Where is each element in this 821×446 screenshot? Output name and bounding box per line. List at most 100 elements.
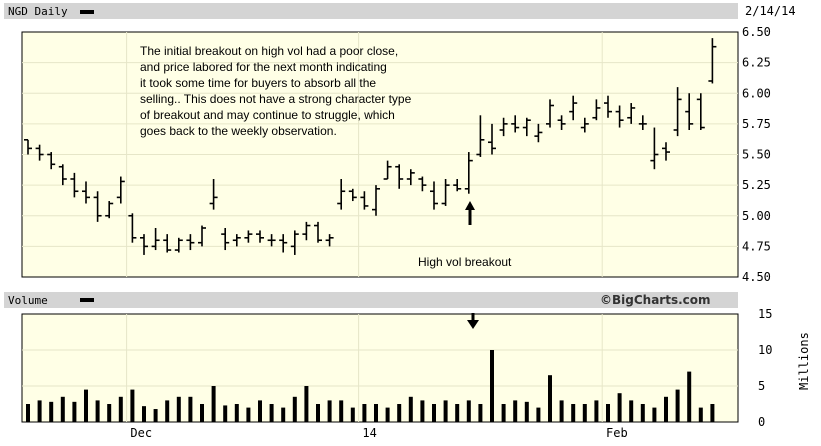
annotation-line: of breakout and may continue to struggle… — [140, 108, 395, 122]
ohlc-bar — [615, 105, 624, 128]
price-tick-label: 5.50 — [742, 148, 771, 162]
ohlc-bar — [383, 160, 392, 180]
volume-bar — [165, 400, 170, 422]
volume-bar — [269, 404, 274, 422]
volume-bar — [84, 389, 88, 422]
ohlc-bar — [557, 115, 566, 130]
volume-bar — [571, 404, 576, 422]
ohlc-bar — [360, 191, 369, 210]
price-tick-label: 5.75 — [742, 117, 771, 131]
price-tick-label: 5.25 — [742, 178, 771, 192]
volume-bar — [501, 404, 506, 422]
annotation-text: The initial breakout on high vol had a p… — [140, 44, 412, 138]
volume-bar — [640, 404, 645, 422]
price-tick-label: 6.00 — [742, 86, 771, 100]
volume-bar — [304, 386, 309, 422]
volume-bar — [466, 400, 471, 422]
volume-bar — [536, 407, 541, 422]
volume-bar — [339, 400, 344, 422]
breakout-down-arrow-icon — [467, 313, 479, 329]
ohlc-bar — [93, 191, 102, 222]
x-tick-label: 14 — [362, 426, 376, 440]
ohlc-bar — [604, 95, 612, 118]
ohlc-bar — [314, 221, 322, 243]
ohlc-bar — [163, 234, 172, 253]
volume-header-strip — [4, 292, 738, 308]
annotation-line: goes back to the weekly observation. — [140, 124, 337, 138]
ohlc-bar — [198, 225, 206, 247]
ohlc-bar — [708, 38, 717, 84]
volume-bar — [246, 407, 251, 422]
ohlc-bar — [685, 93, 694, 130]
ohlc-bar — [441, 179, 450, 206]
volume-bar — [200, 404, 204, 422]
ohlc-bar — [105, 201, 114, 219]
price-grid — [22, 32, 738, 277]
volume-bar — [385, 407, 390, 422]
volume-tick-label: 10 — [758, 343, 772, 357]
volume-bar — [176, 396, 181, 422]
price-tick-label: 6.25 — [742, 56, 771, 70]
bigcharts-credit: ©BigCharts.com — [600, 293, 711, 307]
volume-bar — [594, 400, 599, 422]
volume-bar — [107, 404, 112, 422]
volume-bar — [153, 409, 158, 422]
ohlc-bar — [279, 234, 288, 253]
ohlc-bar — [186, 234, 195, 251]
volume-bar — [698, 407, 703, 422]
ohlc-bar — [546, 99, 554, 128]
volume-tick-label: 5 — [758, 379, 765, 393]
ohlc-bar — [82, 181, 90, 204]
annotation-line: and price labored for the next month ind… — [140, 60, 387, 74]
annotation-line: selling.. This does not have a strong ch… — [140, 92, 412, 106]
volume-bar — [234, 404, 239, 422]
volume-bar — [281, 407, 286, 422]
volume-bar — [408, 396, 413, 422]
ohlc-bar — [430, 181, 438, 210]
ohlc-bar — [256, 230, 264, 243]
ohlc-bar — [580, 117, 589, 133]
ohlc-bar — [348, 188, 357, 202]
ohlc-bar — [47, 152, 56, 170]
ohlc-bar — [453, 179, 462, 192]
ohlc-bar — [221, 228, 230, 251]
ohlc-bar — [35, 144, 44, 161]
volume-bar — [37, 400, 42, 422]
ohlc-bar — [499, 117, 508, 137]
volume-bar — [524, 401, 529, 422]
volume-bar — [478, 404, 483, 422]
ohlc-bar — [244, 230, 253, 243]
volume-bar — [397, 404, 402, 422]
volume-bar — [582, 404, 587, 422]
ohlc-bar — [673, 87, 682, 137]
volume-bar — [72, 401, 77, 422]
ohlc-bar — [638, 115, 647, 130]
volume-chart-title: Volume — [8, 294, 48, 307]
volume-bar — [188, 396, 193, 422]
volume-bar — [374, 404, 378, 422]
ohlc-bar — [476, 115, 485, 157]
volume-bar — [118, 396, 123, 422]
ohlc-bar — [650, 127, 659, 170]
volume-bar — [327, 400, 332, 422]
ohlc-bar — [290, 230, 299, 255]
volume-bar — [513, 400, 518, 422]
volume-bar — [292, 396, 297, 422]
volume-bar — [316, 404, 320, 422]
volume-bar — [362, 404, 367, 422]
ohlc-bar — [24, 139, 32, 155]
ohlc-bar — [232, 234, 241, 247]
volume-bar — [26, 404, 30, 422]
volume-bar — [559, 400, 564, 422]
volume-bar — [60, 396, 65, 422]
volume-bar — [548, 375, 552, 422]
ohlc-bar — [151, 228, 160, 251]
ohlc-bar — [522, 117, 531, 137]
volume-bars — [26, 350, 715, 422]
ohlc-bar — [325, 234, 334, 247]
volume-bar — [350, 407, 355, 422]
ohlc-bar — [140, 234, 148, 255]
price-tick-label: 4.50 — [742, 270, 771, 284]
ohlc-bar — [174, 237, 183, 253]
